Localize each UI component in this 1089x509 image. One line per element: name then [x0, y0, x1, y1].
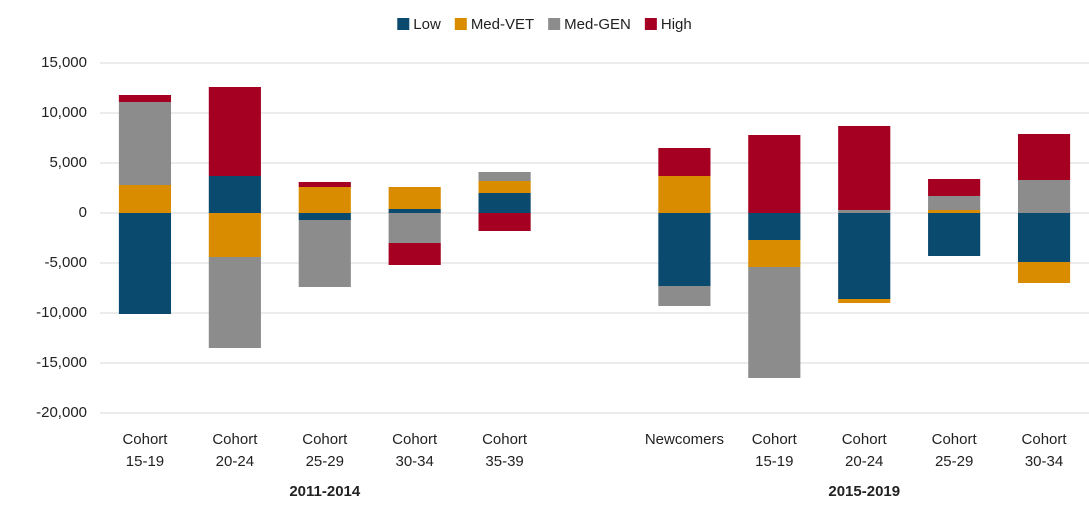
bar-segment	[838, 299, 891, 303]
y-tick-label: -15,000	[36, 354, 87, 371]
x-tick-line: Newcomers	[645, 431, 724, 448]
bar-segment	[658, 213, 711, 286]
bar-segment	[388, 209, 441, 213]
x-tick-line: 20-24	[216, 453, 254, 470]
y-tick-label: 10,000	[41, 104, 87, 121]
bar-segment	[928, 210, 981, 213]
x-tick-line: 25-29	[935, 453, 973, 470]
x-tick-line: 30-34	[1025, 453, 1063, 470]
bar-segment	[838, 126, 891, 210]
bar-segment	[478, 213, 531, 231]
bar-segment	[118, 213, 172, 314]
x-tick-line: Cohort	[482, 431, 528, 448]
bar-segment	[298, 187, 351, 213]
bar-segment	[298, 213, 351, 220]
bar-segment	[118, 95, 172, 102]
group-label: 2011-2014	[289, 483, 361, 500]
bar-segment	[208, 87, 261, 176]
bar-segment	[388, 243, 441, 265]
x-tick-label: Cohort 15-19	[122, 431, 168, 470]
bar-segment	[838, 213, 891, 299]
x-tick-line: Cohort	[842, 431, 888, 448]
bar-segment	[838, 210, 891, 213]
bar-segment	[748, 135, 801, 213]
x-tick-line: 20-24	[845, 453, 883, 470]
bar-segment	[928, 179, 981, 196]
x-tick-line: 25-29	[306, 453, 344, 470]
bar-segment	[658, 286, 711, 306]
legend-swatch	[548, 18, 561, 30]
x-tick-label: Cohort 30-34	[1022, 431, 1068, 470]
bar-segment	[298, 220, 351, 287]
bar-segment	[118, 102, 172, 185]
bar-segment	[748, 213, 801, 240]
legend-swatch	[644, 18, 657, 30]
y-tick-label: -10,000	[36, 304, 87, 321]
bar-segment	[208, 176, 261, 213]
x-tick-label: Cohort 25-29	[302, 431, 348, 470]
bar-segment	[208, 213, 261, 257]
bar-segment	[748, 240, 801, 267]
legend-swatch	[397, 18, 410, 30]
x-tick-line: Cohort	[932, 431, 978, 448]
x-tick-label: Cohort 15-19	[752, 431, 798, 470]
bar-segment	[1017, 134, 1071, 180]
y-tick-label: 0	[79, 204, 87, 221]
bar-segment	[658, 176, 711, 213]
bar-segment	[658, 148, 711, 176]
group-label: 2015-2019	[828, 483, 900, 500]
x-tick-line: 15-19	[755, 453, 793, 470]
legend-label: Med-VET	[471, 16, 534, 33]
bar-segment	[298, 182, 351, 187]
x-tick-line: Cohort	[1022, 431, 1068, 448]
y-tick-label: 5,000	[49, 154, 87, 171]
x-tick-label: Cohort 35-39	[482, 431, 528, 470]
x-tick-label: Cohort 25-29	[932, 431, 978, 470]
bar-segment	[478, 172, 531, 181]
x-tick-label: Newcomers	[645, 431, 724, 448]
legend: Low Med-VET Med-GEN High	[397, 16, 692, 33]
bar-segment	[748, 267, 801, 378]
x-tick-line: Cohort	[122, 431, 168, 448]
bar-segment	[1017, 262, 1071, 283]
bar-segment	[388, 187, 441, 209]
y-tick-label: -20,000	[36, 404, 87, 421]
bar-segment	[1017, 213, 1071, 262]
legend-label: High	[661, 16, 692, 33]
x-tick-label: Cohort 20-24	[212, 431, 258, 470]
x-tick-label: Cohort 30-34	[392, 431, 438, 470]
bar-segment	[388, 213, 441, 243]
x-tick-line: Cohort	[392, 431, 438, 448]
legend-label: Med-GEN	[564, 16, 631, 33]
legend-label: Low	[413, 16, 441, 33]
x-tick-line: 30-34	[395, 453, 433, 470]
bar-segment	[118, 185, 172, 213]
y-tick-label: 15,000	[41, 54, 87, 71]
bar-segment	[928, 196, 981, 210]
bar-segment	[208, 257, 261, 348]
x-tick-line: 15-19	[126, 453, 164, 470]
x-tick-line: Cohort	[212, 431, 258, 448]
x-tick-line: Cohort	[302, 431, 348, 448]
x-tick-label: Cohort 20-24	[842, 431, 888, 470]
bar-segment	[928, 213, 981, 256]
x-tick-line: 35-39	[485, 453, 523, 470]
legend-swatch	[454, 18, 467, 30]
y-tick-label: -5,000	[44, 254, 87, 271]
x-tick-line: Cohort	[752, 431, 798, 448]
bar-segment	[1017, 180, 1071, 213]
bar-segment	[478, 193, 531, 213]
bar-segment	[478, 181, 531, 193]
